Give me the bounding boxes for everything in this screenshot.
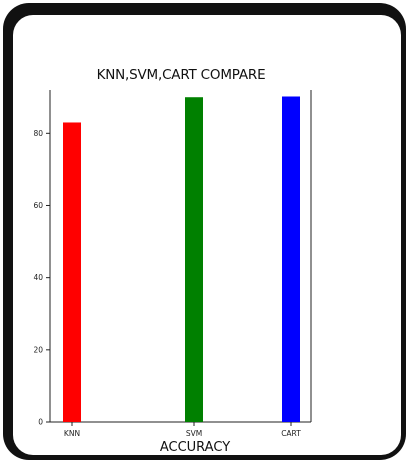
y-tick-label: 40 (33, 273, 43, 282)
y-tick-label: 0 (38, 418, 43, 427)
chart-title: KNN,SVM,CART COMPARE (97, 67, 266, 83)
x-tick-label-cart: CART (281, 429, 301, 438)
x-tick-label-knn: KNN (64, 429, 80, 438)
bar-svm (185, 97, 203, 422)
x-axis-label: ACCURACY (160, 440, 230, 455)
plot-area: 0 20 40 60 80 KNN SVM CART (33, 90, 312, 438)
bar-knn (63, 122, 81, 422)
x-tick-label-svm: SVM (186, 429, 202, 438)
y-tick-label: 80 (33, 129, 43, 138)
bar-cart (282, 96, 300, 422)
chart-card: KNN,SVM,CART COMPARE 0 20 40 60 80 KNN SVM CART… (13, 15, 401, 455)
bar-chart: KNN,SVM,CART COMPARE 0 20 40 60 80 KNN SVM CART… (33, 67, 312, 455)
y-tick-label: 60 (33, 201, 43, 210)
y-tick-label: 20 (33, 345, 43, 354)
device-frame: KNN,SVM,CART COMPARE 0 20 40 60 80 KNN SVM CART… (3, 3, 406, 460)
